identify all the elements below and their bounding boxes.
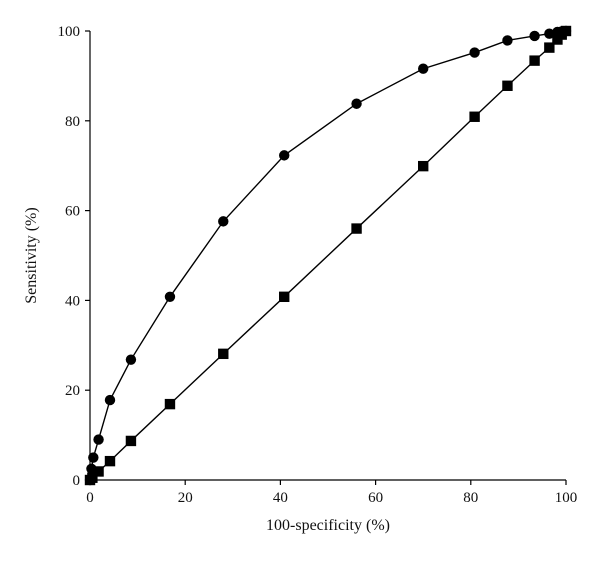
square-point	[529, 55, 540, 66]
circle-point	[502, 35, 513, 46]
square-point	[218, 348, 229, 360]
circle-point	[469, 47, 480, 58]
square-point	[351, 223, 362, 234]
x-tick-label: 100	[555, 490, 578, 506]
circle-point	[279, 150, 290, 161]
square-point	[560, 25, 572, 37]
y-tick-label: 80	[65, 114, 80, 130]
y-axis-title: Sensitivity (%)	[23, 207, 40, 303]
x-axis-ticks: 0 20 40 60 80 100	[86, 480, 577, 506]
circle-point	[544, 28, 555, 39]
y-tick-label: 0	[73, 473, 81, 489]
circle-point	[418, 63, 429, 74]
circle-point	[218, 216, 229, 227]
square-point	[87, 472, 98, 483]
circle-point	[351, 98, 362, 109]
x-tick-label: 80	[463, 490, 478, 506]
x-tick-label: 0	[86, 490, 94, 506]
x-tick-label: 60	[368, 490, 383, 506]
circle-point	[104, 394, 116, 406]
series-2-square	[84, 25, 572, 486]
y-tick-label: 40	[65, 293, 80, 309]
square-point	[469, 111, 480, 122]
square-point	[502, 80, 513, 91]
square-point	[104, 455, 116, 467]
circle-point	[164, 291, 176, 303]
circle-point	[88, 452, 99, 463]
x-tick-label: 40	[273, 490, 288, 506]
square-point	[279, 291, 290, 303]
square-point	[125, 435, 137, 447]
series-layer	[84, 25, 572, 486]
axes: 0 20 40 60 80 100 0 20 40 60 80 100	[58, 24, 578, 506]
square-point	[418, 160, 429, 172]
series-2-line	[89, 30, 567, 481]
x-tick-label: 20	[178, 490, 193, 506]
y-tick-label: 60	[65, 204, 80, 220]
square-point	[544, 42, 555, 53]
y-tick-label: 20	[65, 383, 80, 399]
circle-point	[93, 434, 104, 445]
y-tick-label: 100	[58, 24, 81, 40]
circle-point	[529, 30, 540, 42]
square-point	[164, 398, 176, 410]
square-point	[93, 466, 104, 477]
x-axis-title: 100-specificity (%)	[266, 517, 390, 534]
y-axis-ticks: 0 20 40 60 80 100	[58, 24, 90, 489]
circle-point	[125, 354, 137, 365]
